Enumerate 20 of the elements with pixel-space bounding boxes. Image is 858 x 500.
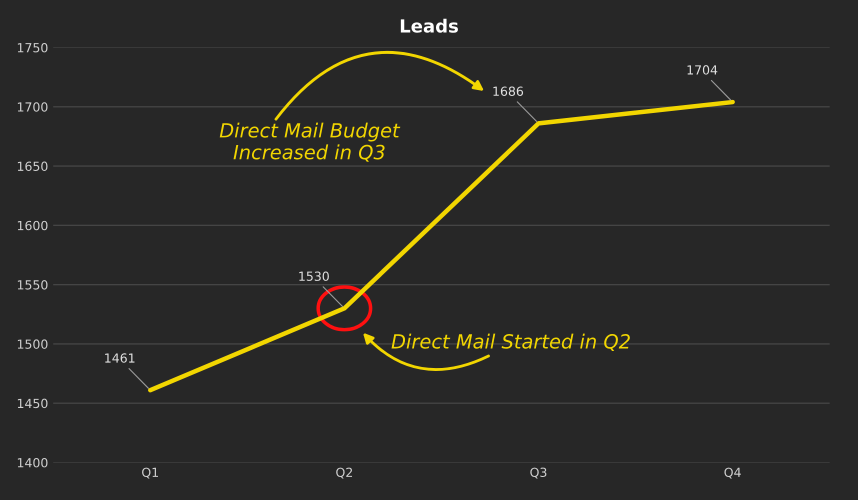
data-label: 1686 — [493, 86, 524, 96]
annotation: Direct Mail Started in Q2 — [392, 334, 630, 351]
x-tick-label: Q1 — [142, 468, 158, 478]
x-tick-label: Q2 — [336, 468, 352, 478]
y-tick-label: 1600 — [18, 220, 48, 230]
y-tick-label: 1750 — [18, 42, 48, 52]
y-tick-label: 1450 — [18, 398, 48, 408]
y-tick-label: 1550 — [18, 280, 48, 290]
chart-title: Leads — [400, 18, 458, 33]
y-tick-label: 1500 — [18, 339, 48, 349]
x-tick-label: Q4 — [724, 468, 741, 478]
y-tick-label: 1700 — [18, 102, 48, 112]
annotation: Direct Mail Budget Increased in Q3 — [220, 122, 400, 162]
y-tick-label: 1650 — [18, 162, 48, 171]
data-label: 1461 — [105, 353, 134, 363]
line-series — [148, 100, 735, 392]
data-label: 1704 — [688, 65, 718, 75]
x-tick-label: Q3 — [530, 468, 546, 478]
data-label: 1530 — [299, 271, 329, 281]
y-tick-label: 1400 — [18, 458, 48, 468]
